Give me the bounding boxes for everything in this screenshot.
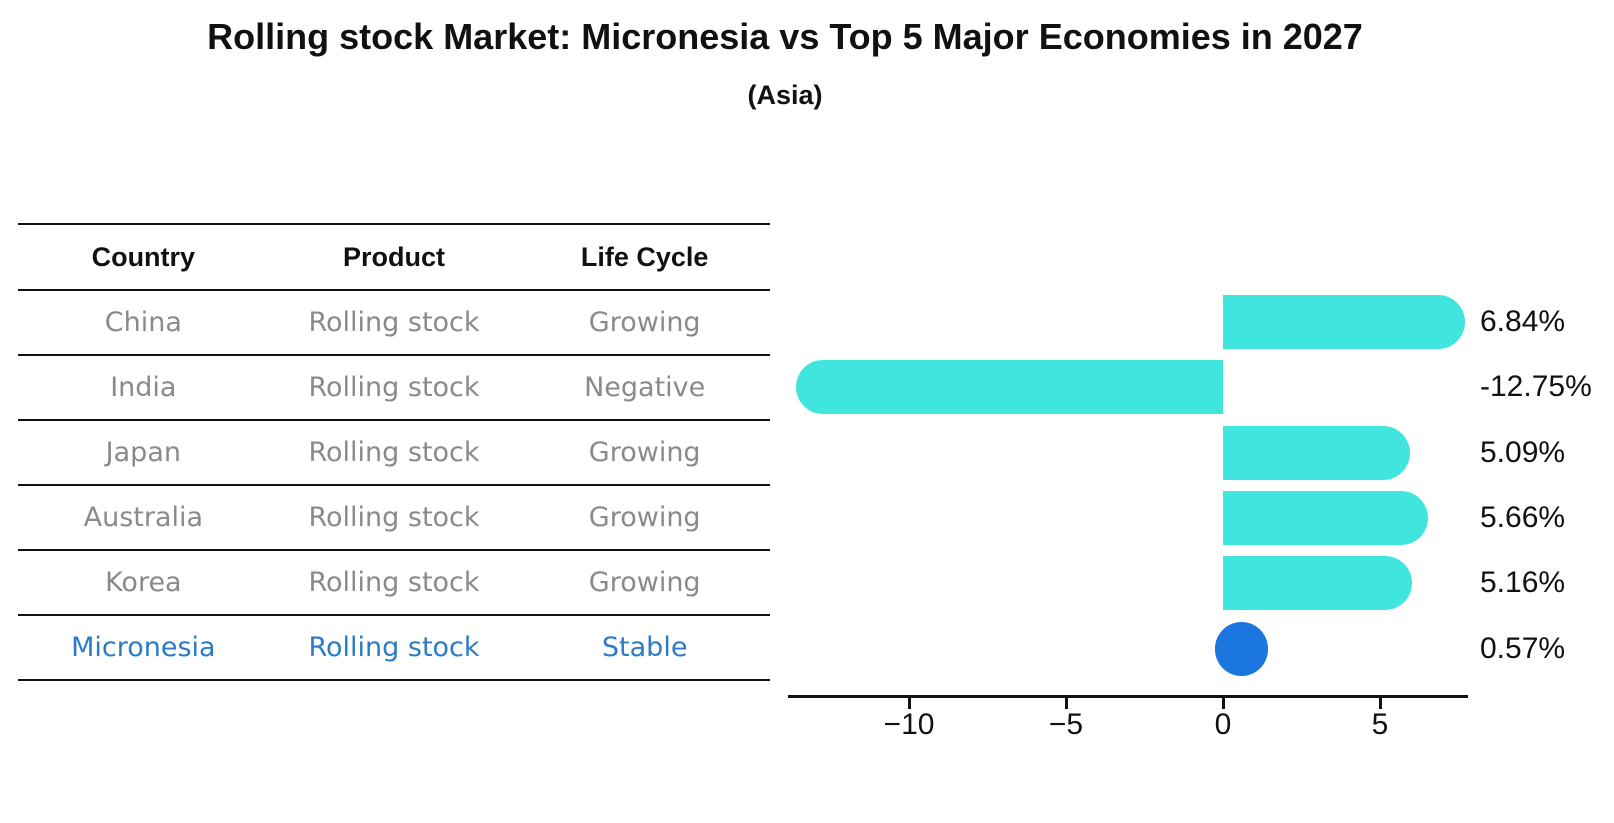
cell-life-cycle: Growing: [588, 567, 701, 598]
cell-life-cycle: Growing: [588, 307, 701, 338]
cell-country: China: [104, 307, 182, 338]
cell-country: Japan: [105, 437, 181, 468]
cell-country: Korea: [105, 567, 182, 598]
value-label: 5.09%: [1480, 435, 1566, 469]
bar-china: [1223, 295, 1465, 349]
bar-australia: [1223, 490, 1428, 545]
x-axis-tick-label: −10: [883, 708, 935, 741]
bar-korea: [1223, 556, 1413, 611]
column-header-country: Country: [91, 241, 196, 272]
cell-product: Rolling stock: [308, 632, 480, 663]
value-label: 5.66%: [1480, 500, 1566, 534]
bar-japan: [1223, 425, 1410, 480]
cell-life-cycle: Growing: [588, 502, 701, 533]
cell-country: Micronesia: [71, 632, 216, 663]
cell-country: India: [110, 372, 177, 403]
value-label: 0.57%: [1480, 631, 1566, 665]
cell-product: Rolling stock: [308, 502, 480, 533]
cell-product: Rolling stock: [308, 372, 480, 403]
x-axis-tick-label: 5: [1371, 708, 1389, 741]
bar-india: [795, 360, 1223, 415]
value-label: 5.16%: [1480, 566, 1566, 600]
cell-product: Rolling stock: [308, 567, 480, 598]
x-axis-tick-label: −5: [1048, 708, 1084, 741]
cell-life-cycle: Growing: [588, 437, 701, 468]
table-header-row: Country Product Life Cycle: [18, 225, 770, 291]
cell-life-cycle: Negative: [584, 372, 706, 403]
page-title: Rolling stock Market: Micronesia vs Top …: [207, 16, 1363, 57]
value-label: -12.75%: [1480, 370, 1592, 404]
country-table: Country Product Life Cycle China Rolling…: [18, 223, 770, 681]
page-subtitle: (Asia): [747, 80, 823, 110]
table-row: Micronesia Rolling stock Stable: [18, 616, 770, 681]
table-row: Australia Rolling stock Growing: [18, 486, 770, 551]
x-axis-tick-label: 0: [1214, 708, 1232, 741]
column-header-life-cycle: Life Cycle: [580, 241, 709, 272]
cell-product: Rolling stock: [308, 437, 480, 468]
value-label: 6.84%: [1480, 305, 1566, 338]
table-row: India Rolling stock Negative: [18, 356, 770, 421]
table-row: Korea Rolling stock Growing: [18, 551, 770, 616]
bar-micronesia: [1215, 621, 1268, 676]
table-row: China Rolling stock Growing: [18, 291, 770, 356]
cell-country: Australia: [83, 502, 204, 533]
x-axis-line: [788, 695, 1468, 698]
x-axis-tick: [1378, 698, 1382, 709]
x-axis-tick: [1221, 698, 1225, 709]
column-header-product: Product: [343, 241, 446, 272]
x-axis-tick: [907, 698, 911, 709]
table-row: Japan Rolling stock Growing: [18, 421, 770, 486]
cell-life-cycle: Stable: [601, 632, 688, 663]
x-axis-tick: [1064, 698, 1068, 709]
cell-product: Rolling stock: [308, 307, 480, 338]
